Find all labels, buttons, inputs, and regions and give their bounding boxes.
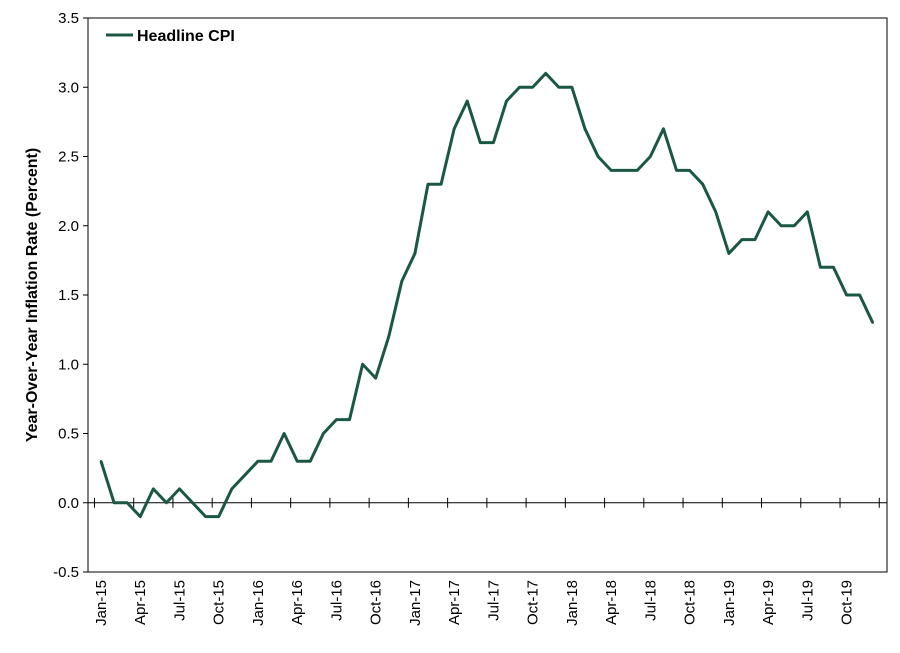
data-point-2018-09 [675, 169, 678, 172]
data-point-2015-05 [152, 487, 155, 491]
data-point-2016-09 [361, 363, 364, 366]
data-point-2017-07 [492, 141, 495, 144]
data-point-2017-03 [439, 183, 443, 186]
data-point-2018-06 [636, 169, 639, 172]
x-tick-label: Jan-17 [407, 580, 424, 626]
x-tick-label: Apr-17 [446, 580, 463, 625]
data-point-2018-01 [570, 86, 574, 89]
x-tick-label: Apr-18 [603, 580, 620, 625]
series-line-headline-cpi [99, 71, 875, 519]
data-point-2015-11 [230, 487, 233, 491]
data-point-2015-08 [191, 501, 194, 504]
x-tick-label: Jan-18 [564, 580, 581, 626]
data-point-2015-12 [243, 473, 247, 477]
data-point-2018-03 [596, 155, 600, 158]
data-point-2018-05 [623, 169, 626, 172]
data-point-2017-01 [413, 252, 417, 255]
data-point-2016-02 [269, 460, 273, 463]
data-point-2019-03 [753, 238, 757, 241]
data-point-2017-04 [452, 127, 456, 130]
data-point-2017-09 [518, 86, 521, 89]
data-point-2019-09 [832, 266, 835, 269]
data-point-2017-05 [466, 99, 469, 103]
y-tick-label: 2.5 [58, 149, 79, 166]
data-point-2016-07 [335, 418, 338, 421]
x-tick-label: Oct-18 [682, 580, 699, 625]
data-point-2018-02 [583, 127, 587, 130]
x-tick-label: Jan-15 [93, 580, 110, 626]
x-tick-label: Jul-17 [485, 580, 502, 621]
x-tick-label: Jan-19 [721, 580, 738, 626]
x-tick-label: Jul-15 [171, 580, 188, 621]
legend-label-headline-cpi: Headline CPI [137, 28, 235, 45]
data-point-2018-07 [649, 155, 652, 158]
data-point-2019-01 [727, 252, 731, 255]
data-point-2017-12 [557, 86, 560, 89]
data-point-2019-12 [871, 321, 874, 324]
y-tick-label: 3.5 [58, 10, 79, 27]
legend: Headline CPI [106, 28, 235, 45]
data-point-2016-05 [309, 460, 312, 463]
data-point-2018-04 [609, 169, 613, 172]
x-tick-label: Jul-18 [642, 580, 659, 621]
x-tick-label: Apr-19 [760, 580, 777, 625]
y-tick-label: 2.0 [58, 218, 79, 235]
data-point-2017-08 [505, 99, 508, 103]
data-point-2015-04 [139, 515, 142, 518]
data-point-2017-10 [531, 86, 534, 89]
y-tick-label: 1.5 [58, 287, 79, 304]
data-point-2019-05 [779, 224, 783, 227]
x-tick-label: Apr-15 [132, 580, 149, 625]
data-point-2016-06 [322, 432, 325, 435]
data-point-2015-01 [99, 460, 103, 463]
x-tick-label: Apr-16 [289, 580, 306, 625]
data-point-2017-02 [426, 183, 430, 186]
data-point-2016-11 [387, 335, 390, 338]
data-point-2015-09 [204, 515, 207, 518]
y-tick-label: -0.5 [53, 564, 79, 581]
data-point-2019-04 [766, 210, 770, 214]
x-tick-label: Oct-17 [525, 580, 542, 625]
data-point-2019-02 [740, 238, 744, 241]
y-tick-label: 0.0 [58, 495, 79, 512]
y-tick-label: 1.0 [58, 356, 79, 373]
data-point-2016-04 [296, 460, 299, 463]
data-point-2019-10 [845, 293, 848, 297]
x-tick-label: Jul-19 [799, 580, 816, 621]
y-tick-label: 0.5 [58, 426, 79, 443]
x-tick-label: Jan-16 [250, 580, 267, 626]
data-point-2015-06 [165, 501, 168, 504]
data-point-2017-06 [479, 141, 482, 144]
data-point-2017-11 [544, 72, 547, 75]
plot-area [87, 17, 888, 573]
data-point-2019-11 [858, 293, 861, 297]
x-tick-label: Oct-16 [368, 580, 385, 625]
data-point-2019-06 [793, 224, 796, 227]
y-axis-title: Year-Over-Year Inflation Rate (Percent) [24, 148, 41, 442]
data-point-2016-01 [256, 460, 260, 463]
x-tick-label: Oct-15 [211, 580, 228, 625]
x-tick-label: Jul-16 [328, 580, 345, 621]
y-tick-label: 3.0 [58, 79, 79, 96]
data-point-2018-10 [688, 169, 691, 172]
data-point-2018-11 [701, 183, 704, 186]
data-point-2019-08 [819, 266, 822, 269]
data-point-2015-03 [125, 501, 129, 504]
data-point-2015-02 [112, 501, 116, 504]
x-tick-label: Oct-19 [839, 580, 856, 625]
data-point-2015-07 [178, 487, 181, 491]
data-point-2016-12 [400, 279, 404, 283]
data-point-2018-08 [662, 127, 665, 130]
data-point-2016-03 [282, 432, 286, 435]
data-point-2018-12 [714, 210, 717, 214]
data-point-2016-08 [348, 418, 351, 421]
data-point-2015-10 [217, 515, 220, 518]
data-point-2016-10 [374, 376, 377, 380]
data-point-2019-07 [806, 210, 809, 214]
